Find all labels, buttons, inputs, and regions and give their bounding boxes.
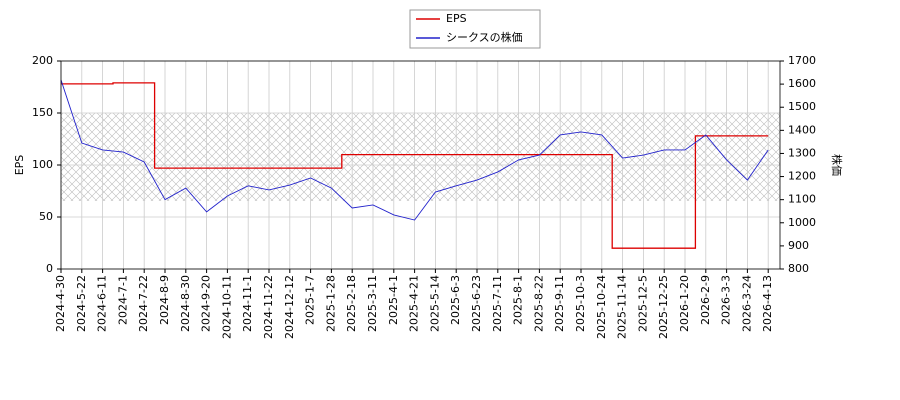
x-tick-label: 2025-8-22 (532, 275, 545, 332)
x-tick-label: 2025-11-14 (616, 275, 629, 339)
y2-tick-label: 1700 (788, 54, 816, 67)
x-tick-label: 2025-6-3 (449, 275, 462, 325)
y-tick-label: 50 (39, 210, 53, 223)
y2-tick-label: 800 (788, 262, 809, 275)
y-tick-label: 150 (32, 106, 53, 119)
y-tick-label: 0 (46, 262, 53, 275)
x-tick-label: 2024-8-9 (158, 275, 171, 325)
x-tick-label: 2025-10-24 (595, 275, 608, 339)
x-tick-label: 2024-6-11 (96, 275, 109, 332)
x-tick-label: 2025-4-1 (387, 275, 400, 325)
x-tick-label: 2024-7-1 (116, 275, 129, 325)
y2-tick-label: 1000 (788, 216, 816, 229)
x-tick-label: 2024-10-11 (220, 275, 233, 339)
x-tick-label: 2024-4-30 (54, 275, 67, 332)
x-tick-label: 2024-8-30 (179, 275, 192, 332)
y-axis-label: EPS (13, 155, 26, 176)
series-line (60, 79, 769, 221)
x-tick-label: 2025-12-25 (657, 275, 670, 339)
x-tick-label: 2024-7-22 (137, 275, 150, 332)
x-tick-label: 2026-2-9 (699, 275, 712, 325)
x-tick-label: 2024-5-22 (75, 275, 88, 332)
x-tick-label: 2026-1-20 (678, 275, 691, 332)
x-tick-label: 2025-3-11 (366, 275, 379, 332)
y-tick-label: 100 (32, 158, 53, 171)
y2-tick-label: 1600 (788, 77, 816, 90)
x-tick-label: 2025-5-14 (428, 275, 441, 332)
y2-tick-label: 1400 (788, 123, 816, 136)
x-tick-label: 2025-8-1 (512, 275, 525, 325)
y2-axis-label: 株価 (830, 154, 844, 176)
x-tick-label: 2025-6-23 (470, 275, 483, 332)
x-tick-label: 2024-11-1 (241, 275, 254, 332)
x-tick-label: 2024-9-20 (200, 275, 213, 332)
y-tick-label: 200 (32, 54, 53, 67)
y2-tick-label: 1500 (788, 100, 816, 113)
y2-tick-label: 1200 (788, 170, 816, 183)
legend-label: シークスの株価 (446, 30, 523, 44)
x-tick-label: 2025-2-18 (345, 275, 358, 332)
legend (409, 9, 541, 49)
x-tick-label: 2025-4-21 (408, 275, 421, 332)
y2-tick-label: 900 (788, 239, 809, 252)
x-tick-label: 2024-12-12 (283, 275, 296, 339)
x-tick-label: 2025-1-28 (324, 275, 337, 332)
x-tick-label: 2026-3-24 (740, 275, 753, 332)
series-line (61, 82, 769, 249)
y2-tick-label: 1300 (788, 146, 816, 159)
x-tick-label: 2026-4-13 (761, 275, 774, 332)
x-tick-label: 2025-10-3 (574, 275, 587, 332)
x-tick-label: 2025-7-11 (491, 275, 504, 332)
x-tick-label: 2025-1-7 (304, 275, 317, 325)
x-tick-label: 2025-9-11 (553, 275, 566, 332)
y2-tick-label: 1100 (788, 193, 816, 206)
hatch-band (61, 113, 780, 201)
x-tick-label: 2025-12-5 (636, 275, 649, 332)
x-tick-label: 2024-11-22 (262, 275, 275, 339)
legend-label: EPS (446, 12, 467, 25)
x-tick-label: 2026-3-3 (720, 275, 733, 325)
